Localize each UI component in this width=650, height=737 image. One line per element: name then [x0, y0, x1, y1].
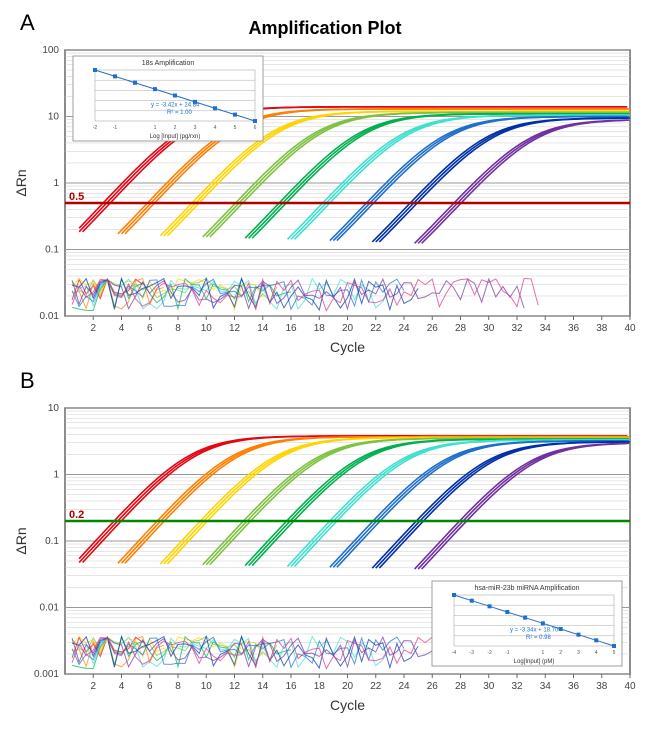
svg-text:Cycle: Cycle [330, 697, 365, 713]
svg-text:10: 10 [48, 403, 60, 414]
svg-text:38: 38 [596, 323, 608, 334]
svg-text:Log[Input] (pM): Log[Input] (pM) [514, 659, 555, 665]
svg-text:20: 20 [342, 681, 354, 692]
svg-text:18s Amplification: 18s Amplification [142, 60, 195, 67]
svg-text:28: 28 [455, 323, 467, 334]
svg-text:0.1: 0.1 [45, 536, 59, 547]
svg-text:0.5: 0.5 [69, 191, 84, 203]
svg-text:4: 4 [595, 650, 598, 656]
svg-text:26: 26 [427, 681, 439, 692]
svg-text:36: 36 [568, 323, 580, 334]
svg-text:10: 10 [201, 323, 213, 334]
svg-text:0.2: 0.2 [69, 509, 84, 521]
svg-text:4: 4 [214, 125, 217, 131]
svg-text:30: 30 [483, 681, 495, 692]
svg-text:16: 16 [285, 323, 297, 334]
svg-text:22: 22 [370, 323, 382, 334]
svg-text:40: 40 [624, 681, 636, 692]
svg-text:-1: -1 [505, 650, 510, 656]
svg-text:34: 34 [540, 323, 552, 334]
svg-text:hsa-miR-23b miRNA Amplificatio: hsa-miR-23b miRNA Amplification [474, 585, 579, 592]
panel-label-b: B [20, 368, 640, 394]
svg-text:3: 3 [577, 650, 580, 656]
chart-b: 0.0010.010.11102468101214161820222426283… [10, 396, 640, 716]
svg-text:18: 18 [314, 681, 326, 692]
svg-text:10: 10 [48, 112, 60, 123]
svg-text:24: 24 [398, 681, 410, 692]
svg-text:10: 10 [201, 681, 213, 692]
svg-text:14: 14 [257, 323, 269, 334]
main-title: Amplification Plot [10, 18, 640, 39]
svg-text:14: 14 [257, 681, 269, 692]
svg-text:5: 5 [234, 125, 237, 131]
svg-text:8: 8 [175, 681, 181, 692]
svg-text:34: 34 [540, 681, 552, 692]
svg-text:6: 6 [147, 681, 153, 692]
svg-text:y = -3.42x + 24.84: y = -3.42x + 24.84 [151, 103, 200, 109]
svg-text:24: 24 [398, 323, 410, 334]
svg-text:8: 8 [175, 323, 181, 334]
svg-text:-1: -1 [113, 125, 118, 131]
svg-text:28: 28 [455, 681, 467, 692]
svg-text:0.001: 0.001 [34, 669, 59, 680]
svg-text:18: 18 [314, 323, 326, 334]
svg-text:0.1: 0.1 [45, 245, 59, 256]
svg-text:ΔRn: ΔRn [13, 527, 29, 554]
svg-text:0.01: 0.01 [40, 603, 60, 614]
svg-text:40: 40 [624, 323, 636, 334]
svg-text:Cycle: Cycle [330, 339, 365, 355]
svg-text:R² = 1.00: R² = 1.00 [167, 110, 193, 116]
svg-text:30: 30 [483, 323, 495, 334]
svg-text:16: 16 [285, 681, 297, 692]
svg-text:12: 12 [229, 681, 241, 692]
svg-text:-3: -3 [470, 650, 475, 656]
svg-text:y = -3.34x + 18.70: y = -3.34x + 18.70 [510, 628, 559, 634]
svg-text:32: 32 [511, 681, 523, 692]
svg-text:3: 3 [194, 125, 197, 131]
svg-text:ΔRn: ΔRn [13, 169, 29, 196]
svg-text:4: 4 [119, 681, 125, 692]
svg-text:20: 20 [342, 323, 354, 334]
svg-text:5: 5 [613, 650, 616, 656]
svg-text:2: 2 [90, 323, 96, 334]
svg-text:36: 36 [568, 681, 580, 692]
svg-text:2: 2 [174, 125, 177, 131]
svg-text:1: 1 [154, 125, 157, 131]
svg-text:22: 22 [370, 681, 382, 692]
svg-text:32: 32 [511, 323, 523, 334]
svg-text:2: 2 [90, 681, 96, 692]
svg-text:-2: -2 [93, 125, 98, 131]
svg-text:26: 26 [427, 323, 439, 334]
svg-text:1: 1 [541, 650, 544, 656]
svg-text:1: 1 [53, 470, 59, 481]
svg-text:1: 1 [53, 178, 59, 189]
svg-text:0.01: 0.01 [40, 311, 60, 322]
svg-text:2: 2 [559, 650, 562, 656]
svg-text:100: 100 [42, 45, 59, 56]
chart-a: 0.010.1110100246810121416182022242628303… [10, 38, 640, 358]
svg-text:R² = 0.98: R² = 0.98 [526, 635, 552, 641]
svg-text:4: 4 [119, 323, 125, 334]
svg-text:-2: -2 [487, 650, 492, 656]
svg-text:Log [Input] (pg/rxn): Log [Input] (pg/rxn) [150, 134, 201, 140]
svg-text:6: 6 [147, 323, 153, 334]
svg-text:-4: -4 [452, 650, 457, 656]
svg-text:12: 12 [229, 323, 241, 334]
svg-text:6: 6 [254, 125, 257, 131]
svg-text:38: 38 [596, 681, 608, 692]
